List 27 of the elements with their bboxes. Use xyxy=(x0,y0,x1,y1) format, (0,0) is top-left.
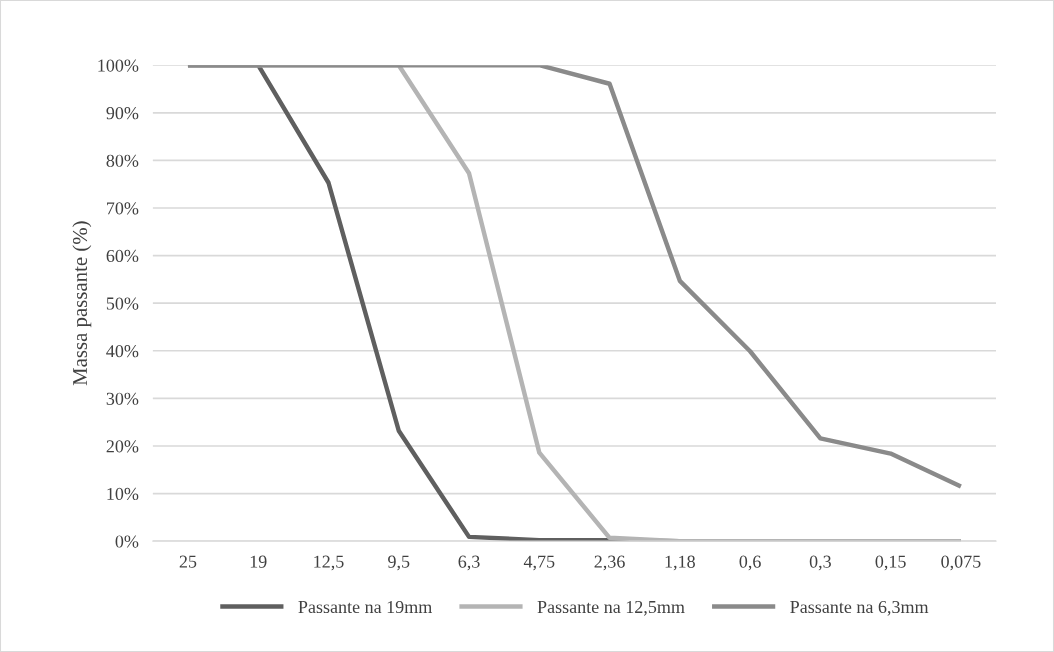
y-tick-label: 20% xyxy=(106,440,139,453)
y-tick-label: 100% xyxy=(98,59,139,72)
y-axis-title: Massa passante (%) xyxy=(72,221,92,386)
y-tick-label: 60% xyxy=(106,249,139,263)
x-tick-label: 19 xyxy=(250,555,267,568)
x-tick-label: 0,15 xyxy=(875,555,906,571)
y-tick-label: 50% xyxy=(106,297,139,310)
x-tick-label: 0,6 xyxy=(739,555,761,571)
y-tick-label: 0% xyxy=(115,535,139,548)
x-tick-label: 4,75 xyxy=(523,555,555,571)
x-tick-label: 1,18 xyxy=(665,555,695,571)
x-tick-label: 25 xyxy=(179,555,197,568)
legend-label: Passante na 6,3mm xyxy=(790,600,929,616)
y-tick-label: 10% xyxy=(107,487,139,501)
y-tick-label: 70% xyxy=(107,202,139,215)
legend-label: Passante na 19mm xyxy=(298,600,433,614)
y-tick-label: 40% xyxy=(106,345,139,358)
x-tick-label: 0,3 xyxy=(809,555,831,571)
x-tick-label: 0,075 xyxy=(941,555,981,571)
x-tick-label: 6,3 xyxy=(458,555,480,571)
x-tick-label: 9,5 xyxy=(388,555,410,571)
y-tick-label: 80% xyxy=(106,154,139,167)
x-tick-label: 12,5 xyxy=(314,555,344,571)
legend-label: Passante na 12,5mm xyxy=(537,600,685,616)
y-tick-label: 30% xyxy=(106,392,139,405)
x-tick-label: 2,36 xyxy=(594,555,625,571)
y-tick-label: 90% xyxy=(106,107,139,120)
